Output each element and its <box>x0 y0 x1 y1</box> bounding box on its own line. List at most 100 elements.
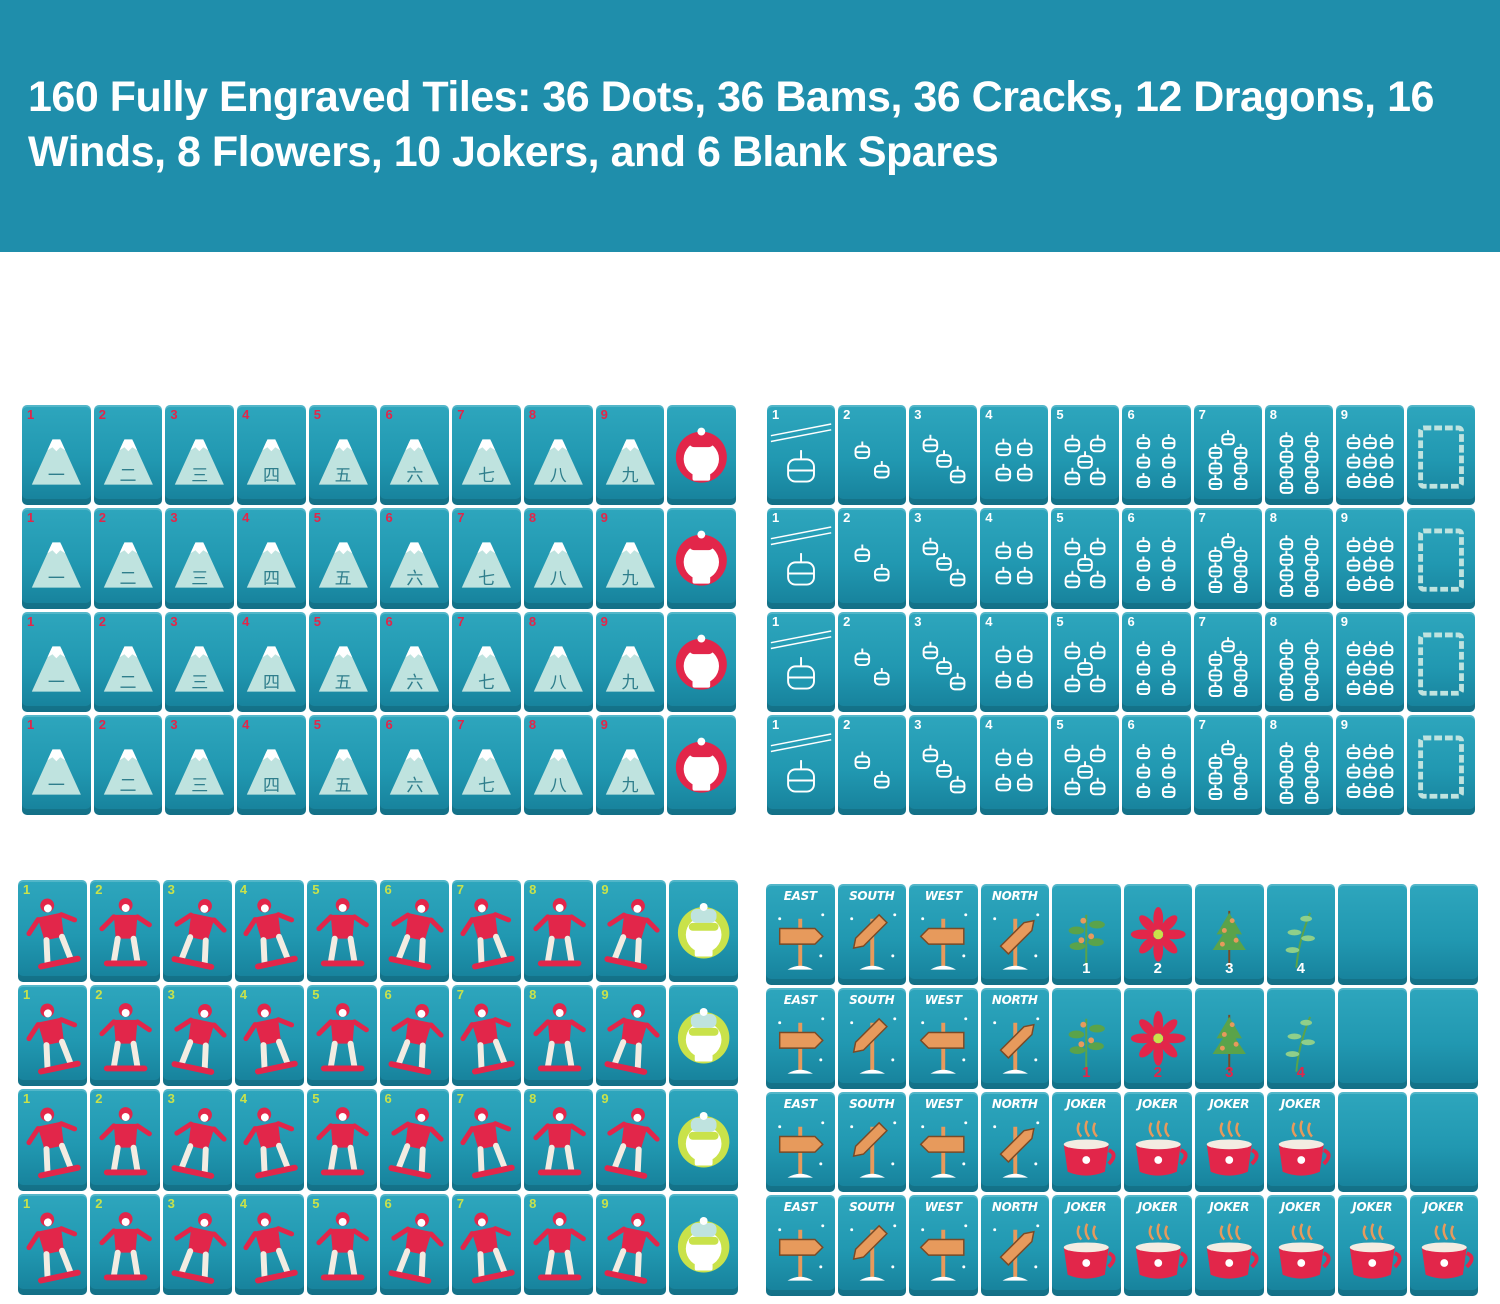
tile-number: 2 <box>95 986 103 1002</box>
joker-tile: JOKER <box>1123 1195 1192 1296</box>
dots-tile: 7 <box>1193 714 1262 815</box>
wind-tile: NORTH <box>980 1195 1049 1296</box>
wind-tile: SOUTH <box>837 1091 906 1193</box>
joker-tile: JOKER <box>1052 1091 1121 1193</box>
tile-number: 8 <box>528 613 537 629</box>
tile-label: EAST <box>783 1200 817 1215</box>
dots-tile: 6 <box>1122 714 1191 815</box>
tile-number: 8 <box>1269 407 1277 422</box>
crack-numeral: 三 <box>191 775 209 796</box>
tile-number: 5 <box>313 613 322 629</box>
flower-tile: 2 <box>1123 987 1192 1089</box>
tile-number: 2 <box>843 510 851 526</box>
wind-tile: SOUTH <box>837 987 906 1089</box>
wind-tile: EAST <box>766 884 835 985</box>
bams-tile: 3 <box>162 1193 232 1295</box>
tile-number: 4 <box>242 510 250 526</box>
flower-tile: 3 <box>1195 884 1264 985</box>
crack-numeral: 九 <box>621 466 639 487</box>
tile-number: 6 <box>384 882 392 897</box>
headline: 160 Fully Engraved Tiles: 36 Dots, 36 Ba… <box>28 73 1434 176</box>
flower-number: 1 <box>1082 959 1091 977</box>
joker-tile: JOKER <box>1195 1091 1264 1193</box>
green-dragon-tile <box>668 984 738 1086</box>
tile-number: 8 <box>529 882 537 897</box>
dots-tile: 9 <box>1335 508 1404 609</box>
crack-numeral: 六 <box>406 672 424 693</box>
crack-numeral: 一 <box>47 569 65 590</box>
tile-label: JOKER <box>1352 1200 1393 1215</box>
crack-numeral: 八 <box>549 775 567 796</box>
tile-label: JOKER <box>1209 1200 1250 1215</box>
dots-tile: 1 <box>767 405 836 506</box>
tile-number: 5 <box>312 882 320 897</box>
bams-tile: 1 <box>18 984 88 1086</box>
dots-tile: 4 <box>980 405 1049 506</box>
tile-label: EAST <box>783 1096 817 1111</box>
flower-number: 3 <box>1225 959 1234 977</box>
tile-label: SOUTH <box>849 889 895 903</box>
bams-tile: 8 <box>524 1193 594 1295</box>
flower-number: 4 <box>1296 959 1305 977</box>
crack-numeral: 九 <box>621 775 639 796</box>
bams-tile: 7 <box>451 1089 522 1191</box>
bams-tile: 1 <box>18 880 88 982</box>
tile-number: 9 <box>600 407 608 422</box>
red-dragon-tile <box>667 405 736 506</box>
bams-tile: 9 <box>596 880 666 982</box>
dots-tile: 4 <box>980 611 1049 712</box>
joker-tile: JOKER <box>1123 1091 1192 1193</box>
bams-tile: 2 <box>90 880 160 982</box>
tile-label: SOUTH <box>849 992 895 1007</box>
tile-number: 6 <box>1127 613 1135 629</box>
flower-tile: 4 <box>1266 987 1335 1089</box>
crack-numeral: 五 <box>334 466 352 487</box>
tile-number: 7 <box>457 510 465 526</box>
red-dragon-tile <box>667 611 736 712</box>
crack-numeral: 七 <box>478 569 496 590</box>
tile-number: 4 <box>242 407 250 422</box>
tile-number: 4 <box>239 1195 248 1211</box>
wind-tile: SOUTH <box>837 1195 906 1296</box>
wind-tile: WEST <box>909 1195 978 1296</box>
blank-spare-tile <box>1409 987 1478 1089</box>
tile-number: 4 <box>239 986 248 1002</box>
tile-label: SOUTH <box>849 1096 895 1111</box>
tile-number: 2 <box>98 510 106 526</box>
tile-number: 4 <box>985 613 993 629</box>
dots-tile: 5 <box>1051 508 1120 609</box>
tile-label: WEST <box>924 1096 962 1111</box>
dots-tile: 8 <box>1264 611 1333 712</box>
tile-label: EAST <box>783 889 817 903</box>
tile-number: 8 <box>529 1091 537 1106</box>
crack-numeral: 五 <box>334 672 352 693</box>
crack-numeral: 二 <box>119 569 137 590</box>
tile-number: 8 <box>1269 716 1277 732</box>
dots-tile: 6 <box>1122 508 1191 609</box>
wind-tile: EAST <box>766 1091 835 1193</box>
tile-number: 4 <box>239 1091 248 1106</box>
tile-number: 5 <box>1056 613 1064 629</box>
crack-numeral: 一 <box>47 466 65 487</box>
dots-tile: 5 <box>1051 611 1120 712</box>
dots-tile: 4 <box>980 508 1049 609</box>
bams-tile: 3 <box>162 880 232 982</box>
bams-tile-grid: 1 2 3 4 5 6 7 8 9 1 2 3 4 5 6 7 8 9 1 2 3 4 5 6 7 8 9 1 2 3 4 5 6 7 8 9 <box>18 880 738 1295</box>
tile-number: 7 <box>457 716 465 732</box>
tile-number: 3 <box>170 613 178 629</box>
tile-number: 3 <box>167 986 175 1002</box>
header-banner: 160 Fully Engraved Tiles: 36 Dots, 36 Ba… <box>0 0 1500 252</box>
crack-numeral: 八 <box>549 569 567 590</box>
bams-tile: 5 <box>307 984 377 1086</box>
